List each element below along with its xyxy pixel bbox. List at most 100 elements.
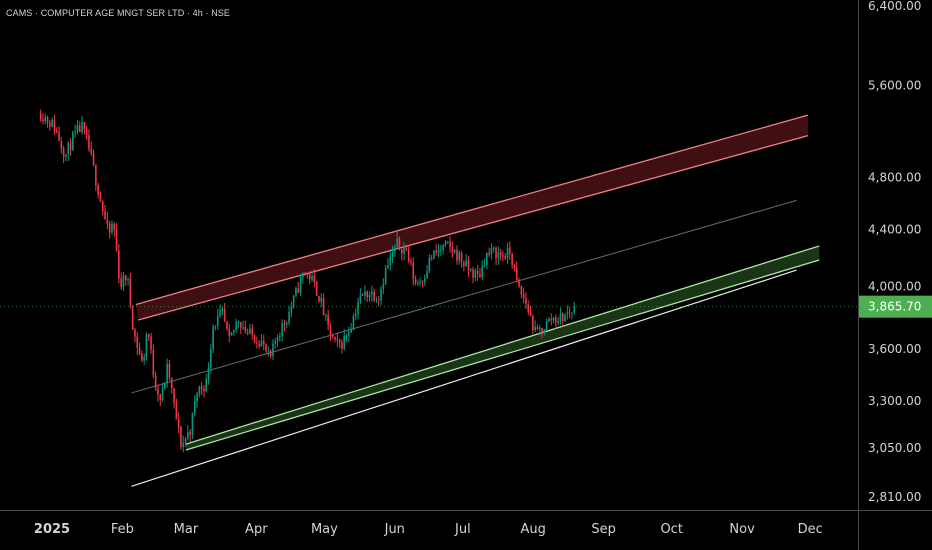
candle-body: [256, 342, 258, 344]
candle-body: [371, 291, 373, 295]
candle-body: [302, 272, 304, 278]
last-price-background: [859, 295, 932, 318]
lower-support-band-fill: [185, 245, 820, 450]
candle-body: [166, 363, 168, 384]
candle-body: [253, 335, 256, 343]
candle-body: [469, 269, 472, 271]
candle-body: [177, 419, 180, 427]
lower-support-band-edge-top: [185, 245, 820, 445]
candle-body: [403, 247, 405, 254]
candle-body: [124, 275, 127, 281]
candle-body: [221, 308, 224, 311]
price-axis[interactable]: 6,400.00 5,600.00 4,800.00 4,400.00 4,000.00…: [858, 0, 922, 550]
candle-body: [571, 312, 573, 314]
candle-body: [62, 148, 65, 157]
candle-body: [322, 297, 325, 316]
candle-body: [134, 329, 136, 337]
candle-body: [85, 129, 88, 136]
candle-body: [97, 185, 99, 195]
candle-body: [216, 315, 219, 327]
candle-body: [405, 247, 408, 251]
price-tick-label: 4,800.00: [868, 171, 921, 185]
candle-body: [111, 223, 113, 233]
candle-body: [76, 125, 79, 132]
candle-body: [295, 288, 297, 296]
candle-body: [559, 313, 562, 322]
candle-body: [375, 299, 378, 301]
candle-body: [334, 336, 336, 340]
time-tick-label: 2025: [34, 522, 70, 537]
channel-mid-line: [131, 199, 797, 394]
candle-body: [235, 322, 237, 330]
upper-resistance-band-edge-bottom: [138, 134, 809, 321]
candle-body: [205, 379, 208, 392]
candle-body: [541, 327, 543, 333]
candle-body: [456, 250, 458, 261]
candle-body: [136, 336, 139, 348]
candle-body: [207, 367, 210, 380]
candle-body: [260, 340, 263, 347]
candle-body: [474, 270, 477, 278]
candle-body: [343, 335, 346, 349]
candle-body: [115, 229, 118, 251]
candle-body: [203, 388, 205, 392]
upper-resistance-band-edge-top: [135, 114, 809, 306]
candle-body: [444, 241, 447, 246]
candle-body: [51, 120, 53, 127]
candle-body: [191, 412, 194, 435]
candle-body: [104, 211, 106, 220]
candle-body: [525, 298, 527, 305]
candle-body: [173, 388, 175, 403]
price-tick-label: 3,600.00: [868, 342, 921, 356]
candle-body: [361, 294, 364, 296]
candle-body: [226, 321, 228, 329]
candle-body: [267, 351, 270, 353]
candle-body: [391, 252, 394, 257]
time-tick-label: Sep: [591, 522, 616, 537]
candle-body: [453, 250, 456, 253]
candle-body: [573, 306, 576, 313]
price-tick-label: 3,300.00: [868, 394, 921, 408]
candle-body: [189, 432, 191, 435]
candle-body: [479, 274, 481, 278]
price-tick-label: 6,400.00: [868, 0, 921, 13]
candle-body: [552, 317, 555, 321]
time-tick-label: Aug: [521, 522, 546, 537]
candle-body: [449, 241, 451, 248]
candle-body: [281, 323, 283, 336]
candle-body: [159, 394, 162, 400]
candle-body: [511, 253, 513, 266]
candle-body: [175, 402, 178, 420]
candle-body: [368, 294, 371, 298]
candle-body: [377, 299, 380, 301]
candle-body: [88, 135, 90, 149]
candle-body: [315, 281, 318, 296]
candle-body: [145, 334, 148, 357]
candle-body: [336, 339, 339, 341]
candle-body: [561, 313, 564, 322]
channel-drawings: [131, 114, 820, 487]
candle-body: [170, 377, 173, 389]
candle-body: [292, 295, 295, 307]
candle-body: [223, 308, 226, 322]
candle-body: [239, 322, 242, 328]
candle-body: [157, 388, 159, 395]
candle-body: [74, 131, 76, 133]
time-tick-label: Feb: [111, 522, 134, 537]
candle-body: [410, 261, 412, 263]
candle-body: [557, 321, 559, 323]
time-tick-label: Oct: [660, 522, 682, 537]
candle-body: [423, 277, 426, 282]
candle-body: [497, 252, 500, 258]
candle-body: [304, 272, 306, 274]
time-axis[interactable]: 2025 Feb Mar Apr May Jun Jul Aug Sep Oct Nov Dec: [0, 510, 932, 538]
candle-body: [182, 442, 185, 447]
upper-resistance-band-fill: [135, 115, 808, 321]
price-tick-label: 4,000.00: [868, 279, 921, 293]
candle-body: [251, 328, 254, 336]
candle-body: [382, 284, 385, 289]
candle-body: [467, 260, 470, 271]
candle-body: [90, 148, 93, 154]
candle-body: [283, 323, 286, 325]
